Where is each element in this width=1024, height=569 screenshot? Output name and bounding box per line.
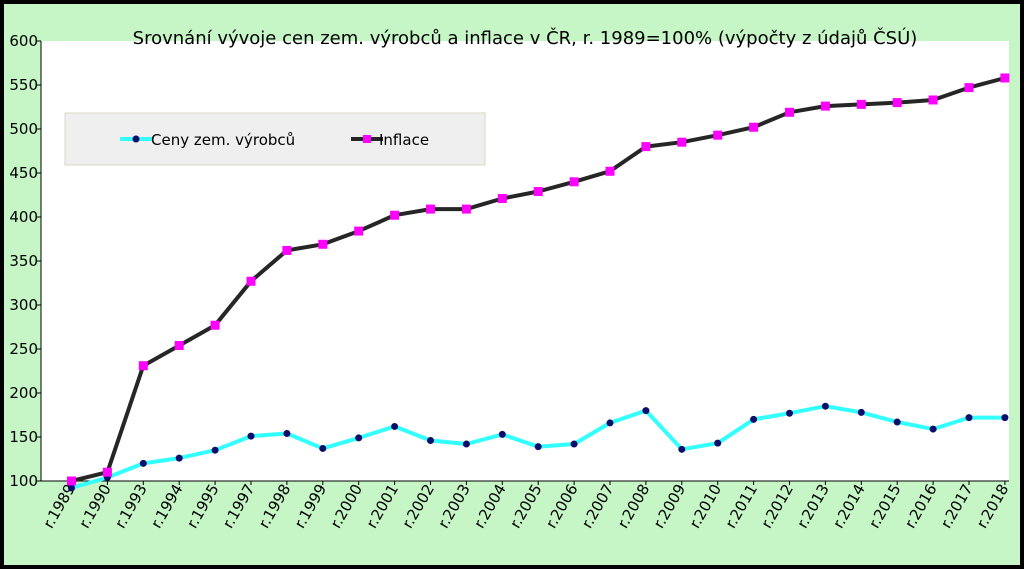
data-point-inflace — [67, 476, 76, 486]
y-tick-label: 150 — [9, 428, 38, 446]
data-point-inflace — [390, 210, 400, 220]
data-point-inflace — [785, 107, 794, 117]
y-tick-label: 100 — [9, 472, 38, 490]
data-point-ceny — [319, 444, 327, 452]
data-point-ceny — [534, 443, 542, 451]
data-point-inflace — [677, 137, 687, 147]
y-tick-label: 600 — [9, 32, 38, 50]
data-point-inflace — [713, 130, 723, 140]
data-point-inflace — [138, 361, 148, 371]
data-point-inflace — [605, 166, 615, 176]
data-point-ceny — [606, 419, 614, 427]
series-inflace — [67, 73, 1010, 486]
legend: Ceny zem. výrobců Inflace — [64, 112, 486, 166]
data-point-ceny — [750, 415, 758, 423]
data-point-ceny — [714, 439, 722, 447]
data-point-ceny — [678, 445, 686, 453]
data-point-ceny — [786, 409, 793, 417]
data-point-inflace — [533, 186, 543, 196]
data-point-ceny — [857, 408, 865, 416]
data-point-ceny — [283, 429, 291, 437]
data-point-inflace — [928, 95, 938, 105]
data-point-ceny — [965, 414, 973, 422]
data-point-inflace — [1000, 73, 1010, 83]
data-point-inflace — [497, 194, 507, 204]
legend-marker-inflace — [363, 135, 371, 143]
data-point-ceny — [570, 440, 578, 448]
data-point-inflace — [820, 101, 830, 111]
y-tick-label: 350 — [9, 252, 38, 270]
data-point-ceny — [175, 454, 183, 462]
legend-label-ceny: Ceny zem. výrobců — [151, 131, 295, 149]
y-tick-label: 200 — [9, 384, 38, 402]
data-point-inflace — [246, 276, 256, 286]
data-point-inflace — [426, 204, 435, 214]
y-axis: 100 150 200 250 300 350 400 450 500 550 600 — [9, 32, 42, 490]
data-point-ceny — [139, 459, 147, 467]
data-point-inflace — [892, 98, 902, 108]
y-tick-label: 250 — [9, 340, 38, 358]
y-tick-label: 550 — [9, 76, 38, 94]
data-point-inflace — [856, 99, 866, 109]
data-point-inflace — [749, 122, 759, 132]
data-point-ceny — [427, 437, 434, 445]
y-tick-label: 500 — [9, 120, 38, 138]
y-tick-label: 300 — [9, 296, 38, 314]
data-point-ceny — [821, 402, 829, 410]
data-point-inflace — [964, 83, 974, 93]
data-point-ceny — [355, 434, 363, 442]
data-point-inflace — [282, 245, 292, 255]
data-point-ceny — [391, 422, 399, 430]
y-tick-label: 450 — [9, 164, 38, 182]
data-point-ceny — [68, 484, 75, 492]
data-point-inflace — [174, 340, 184, 350]
data-point-ceny — [462, 440, 470, 448]
data-point-ceny — [1001, 414, 1009, 422]
y-tick-label: 400 — [9, 208, 38, 226]
data-point-ceny — [247, 432, 255, 440]
data-point-inflace — [461, 204, 471, 214]
chart-title: Srovnání vývoje cen zem. výrobců a infla… — [133, 27, 918, 49]
legend-marker-ceny — [132, 135, 140, 143]
legend-label-inflace: Inflace — [379, 131, 429, 149]
series-layer — [67, 73, 1010, 492]
data-point-inflace — [102, 467, 112, 477]
data-point-inflace — [210, 320, 220, 330]
data-point-ceny — [211, 446, 219, 454]
data-point-ceny — [893, 418, 901, 426]
data-point-ceny — [498, 430, 506, 438]
data-point-inflace — [569, 177, 579, 187]
data-point-inflace — [641, 142, 651, 152]
data-point-ceny — [929, 425, 937, 433]
data-point-ceny — [642, 407, 650, 415]
data-point-inflace — [354, 226, 364, 236]
data-point-inflace — [318, 239, 328, 249]
